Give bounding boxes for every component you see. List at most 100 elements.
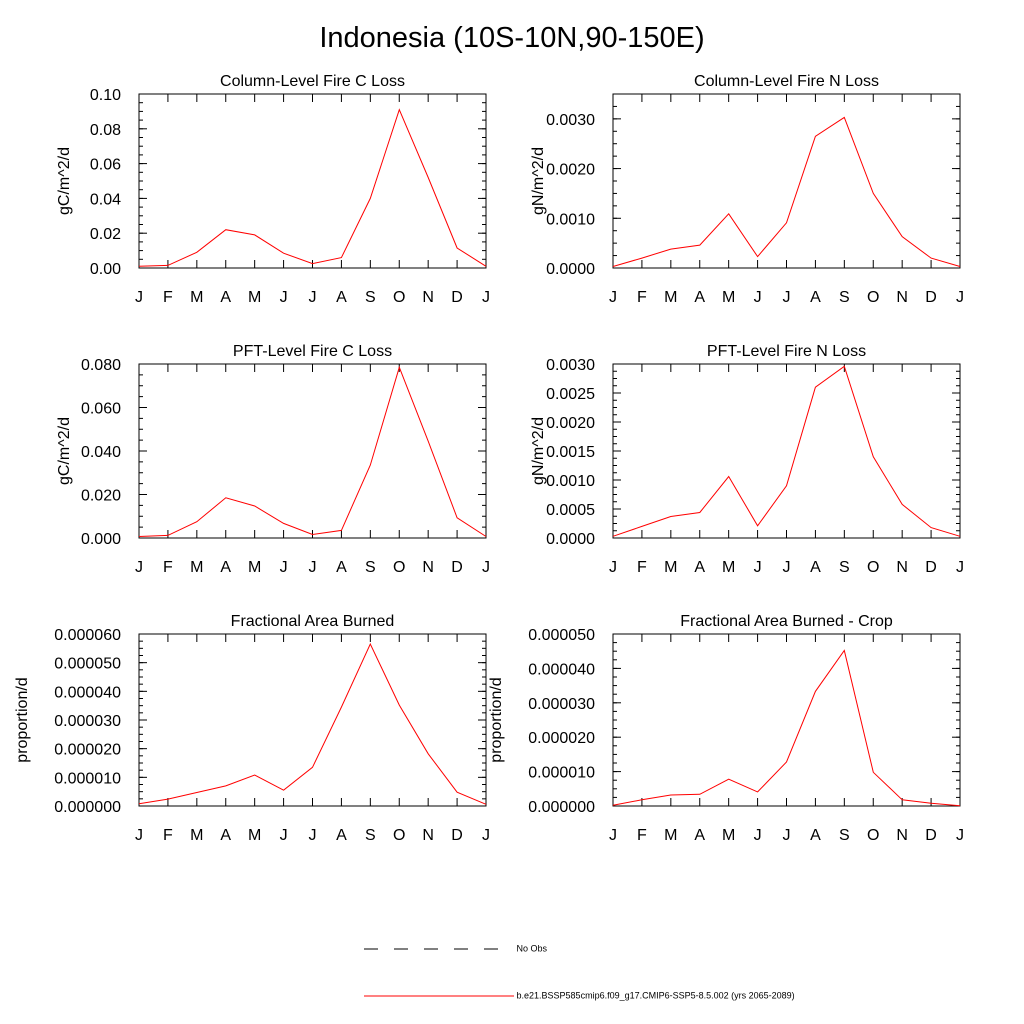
x-tick-label: A — [694, 289, 705, 306]
x-tick-label: D — [925, 559, 937, 576]
y-tick-label: 0.060 — [81, 401, 121, 418]
x-tick-label: A — [220, 289, 231, 306]
x-tick-label: M — [664, 827, 677, 844]
y-tick-label: 0.000020 — [528, 730, 595, 747]
x-tick-label: A — [336, 289, 347, 306]
y-tick-label: 0.06 — [90, 157, 121, 174]
x-tick-label: F — [163, 827, 173, 844]
y-tick-label: 0.0020 — [546, 162, 595, 179]
legend-no-obs-label: No Obs — [516, 943, 548, 954]
x-tick-label: J — [956, 559, 964, 576]
y-tick-label: 0.0020 — [546, 415, 595, 432]
x-tick-label: D — [451, 827, 463, 844]
x-tick-label: N — [422, 827, 434, 844]
x-tick-label: J — [309, 559, 317, 576]
x-tick-label: J — [482, 289, 490, 306]
y-tick-label: 0.08 — [90, 122, 121, 139]
x-tick-label: J — [309, 827, 317, 844]
legend-no-obs: No Obs — [364, 943, 547, 954]
x-tick-label: S — [839, 827, 850, 844]
x-tick-label: A — [810, 827, 821, 844]
x-tick-label: F — [637, 289, 647, 306]
x-tick-label: J — [956, 289, 964, 306]
x-tick-label: F — [637, 827, 647, 844]
x-tick-label: J — [783, 827, 791, 844]
x-tick-label: F — [637, 559, 647, 576]
x-tick-label: J — [135, 289, 143, 306]
y-tick-label: 0.00 — [90, 261, 121, 278]
y-tick-label: 0.000010 — [528, 765, 595, 782]
x-tick-label: A — [220, 827, 231, 844]
x-tick-label: F — [163, 289, 173, 306]
x-tick-label: J — [754, 559, 762, 576]
y-tick-label: 0.000040 — [528, 661, 595, 678]
x-tick-label: O — [867, 559, 879, 576]
plot-frame — [138, 633, 487, 807]
x-tick-label: N — [896, 559, 908, 576]
x-tick-label: A — [336, 827, 347, 844]
x-tick-label: O — [867, 827, 879, 844]
x-tick-label: M — [248, 289, 261, 306]
x-tick-label: J — [135, 559, 143, 576]
x-tick-label: D — [451, 559, 463, 576]
y-tick-label: 0.04 — [90, 191, 121, 208]
chart-title: Column-Level Fire C Loss — [220, 73, 405, 90]
x-tick-label: O — [393, 289, 405, 306]
x-tick-label: J — [280, 559, 288, 576]
y-tick-label: 0.0010 — [546, 473, 595, 490]
x-tick-label: N — [422, 559, 434, 576]
x-tick-label: D — [925, 289, 937, 306]
x-tick-label: A — [220, 559, 231, 576]
x-tick-label: M — [664, 559, 677, 576]
series-line — [612, 116, 961, 267]
x-tick-label: D — [451, 289, 463, 306]
x-tick-label: J — [783, 559, 791, 576]
x-tick-label: A — [336, 559, 347, 576]
y-axis-label: gN/m^2/d — [530, 417, 547, 485]
chart-panel-1: Column-Level Fire C Loss gC/m^2/d 0.00 0.02… — [56, 73, 490, 306]
series-line — [138, 108, 487, 267]
x-tick-label: O — [393, 827, 405, 844]
series-line — [612, 649, 961, 807]
x-tick-label: S — [365, 289, 376, 306]
x-tick-label: M — [190, 559, 203, 576]
x-tick-label: S — [839, 559, 850, 576]
x-tick-label: A — [694, 827, 705, 844]
plot-frame — [612, 363, 961, 539]
y-tick-label: 0.0015 — [546, 444, 595, 461]
y-tick-label: 0.000000 — [54, 799, 121, 816]
legend-no-obs-swatch — [364, 948, 514, 950]
series-line — [138, 365, 487, 537]
x-tick-label: M — [248, 559, 261, 576]
x-tick-label: J — [135, 827, 143, 844]
x-tick-label: A — [810, 559, 821, 576]
x-tick-label: J — [754, 289, 762, 306]
y-tick-label: 0.020 — [81, 488, 121, 505]
y-tick-label: 0.000050 — [54, 656, 121, 673]
chart-title: Fractional Area Burned — [231, 613, 395, 630]
x-tick-label: D — [925, 827, 937, 844]
legend-model-label: b.e21.BSSP585cmip6.f09_g17.CMIP6-SSP5-8.… — [516, 990, 795, 1001]
y-tick-label: 0.000050 — [528, 627, 595, 644]
chart-title: Column-Level Fire N Loss — [694, 73, 879, 90]
x-tick-label: M — [190, 289, 203, 306]
plot-frame — [612, 633, 961, 807]
y-tick-label: 0.0030 — [546, 112, 595, 129]
chart-panel-2: Column-Level Fire N Loss gN/m^2/d 0.0000 0.… — [530, 73, 964, 306]
y-axis-label: gC/m^2/d — [56, 147, 73, 215]
y-tick-label: 0.000000 — [528, 799, 595, 816]
y-tick-label: 0.000040 — [54, 684, 121, 701]
x-tick-label: J — [309, 289, 317, 306]
x-tick-label: J — [280, 827, 288, 844]
x-tick-label: O — [393, 559, 405, 576]
chart-title: PFT-Level Fire C Loss — [233, 343, 392, 360]
x-tick-label: N — [896, 827, 908, 844]
x-tick-label: J — [609, 289, 617, 306]
y-tick-label: 0.10 — [90, 87, 121, 104]
chart-panel-3: PFT-Level Fire C Loss gC/m^2/d 0.000 0.020 0… — [56, 343, 490, 576]
chart-panel-6: Fractional Area Burned - Crop proportion/… — [488, 613, 964, 844]
x-tick-label: J — [956, 827, 964, 844]
y-axis-label: gN/m^2/d — [530, 147, 547, 215]
x-tick-label: J — [280, 289, 288, 306]
plot-frame — [138, 93, 487, 269]
